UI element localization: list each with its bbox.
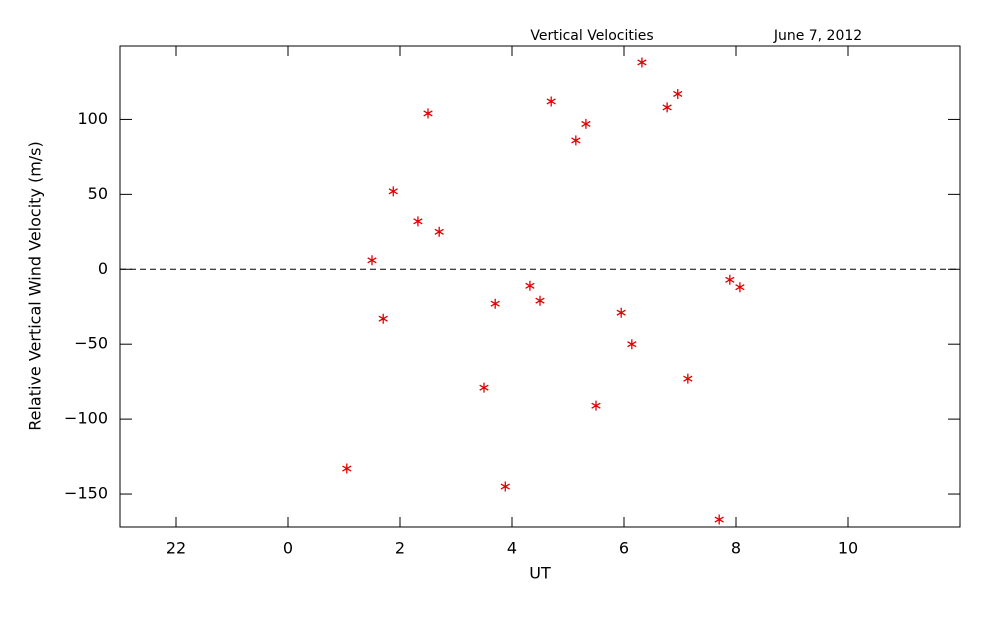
x-tick-label: 2 [395, 539, 405, 558]
y-tick-label: 100 [77, 109, 108, 128]
chart-title: Vertical Velocities [530, 28, 653, 44]
x-tick-label: 6 [619, 539, 629, 558]
data-point [434, 226, 444, 237]
data-point [388, 186, 398, 197]
data-point [367, 255, 377, 266]
x-tick-label: 10 [838, 539, 858, 558]
y-axis-label: Relative Vertical Wind Velocity (m/s) [26, 141, 45, 431]
x-tick-label: 8 [731, 539, 741, 558]
data-point [735, 282, 745, 293]
y-tick-label: −50 [74, 334, 108, 353]
plot-frame [119, 45, 961, 528]
x-axis-label: UT [529, 564, 551, 583]
data-point [637, 57, 647, 68]
data-point [490, 298, 500, 309]
data-point [673, 88, 683, 99]
data-point [423, 108, 433, 119]
data-point [616, 307, 626, 318]
data-point [581, 118, 591, 129]
data-point [479, 382, 489, 393]
data-point [683, 373, 693, 384]
data-point [662, 102, 672, 113]
y-tick-label: 50 [88, 184, 108, 203]
y-tick-label: −150 [64, 484, 108, 503]
data-point [378, 313, 388, 324]
data-point [535, 295, 545, 306]
y-tick-label: −100 [64, 409, 108, 428]
data-point [413, 216, 423, 227]
x-tick-label: 22 [166, 539, 186, 558]
data-point [546, 96, 556, 107]
x-tick-label: 4 [507, 539, 517, 558]
data-point [725, 274, 735, 285]
data-point [591, 400, 601, 411]
data-point [627, 339, 637, 350]
data-point [714, 514, 724, 525]
chart-subtitle: June 7, 2012 [773, 28, 862, 44]
data-point [342, 463, 352, 474]
y-tick-label: 0 [98, 259, 108, 278]
data-point [571, 135, 581, 146]
data-point [500, 481, 510, 492]
x-tick-label: 0 [283, 539, 293, 558]
data-point [525, 280, 535, 291]
